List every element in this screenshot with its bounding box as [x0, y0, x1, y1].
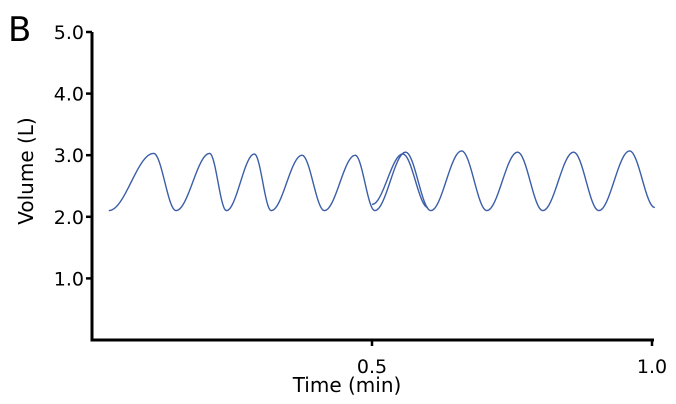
x-tick-label: 0.5: [357, 356, 387, 378]
y-tick-label: 5.0: [54, 22, 84, 44]
series-line-1: [108, 150, 656, 212]
axes: [90, 32, 654, 342]
series-group: [108, 150, 656, 212]
panel-letter: B: [8, 10, 32, 50]
y-tick-label: 2.0: [54, 207, 84, 229]
series-line-2: [371, 153, 429, 209]
x-axis-title: Time (min): [292, 373, 402, 397]
y-axis-title: Volume (L): [14, 117, 38, 225]
y-tick-label: 1.0: [54, 268, 84, 290]
y-tick-label: 3.0: [54, 145, 84, 167]
x-tick-label: 1.0: [637, 356, 667, 378]
ticks: 1.0 2.0 3.0 4.0 5.0 0.5 1.0: [54, 22, 667, 378]
y-tick-label: 4.0: [54, 84, 84, 106]
